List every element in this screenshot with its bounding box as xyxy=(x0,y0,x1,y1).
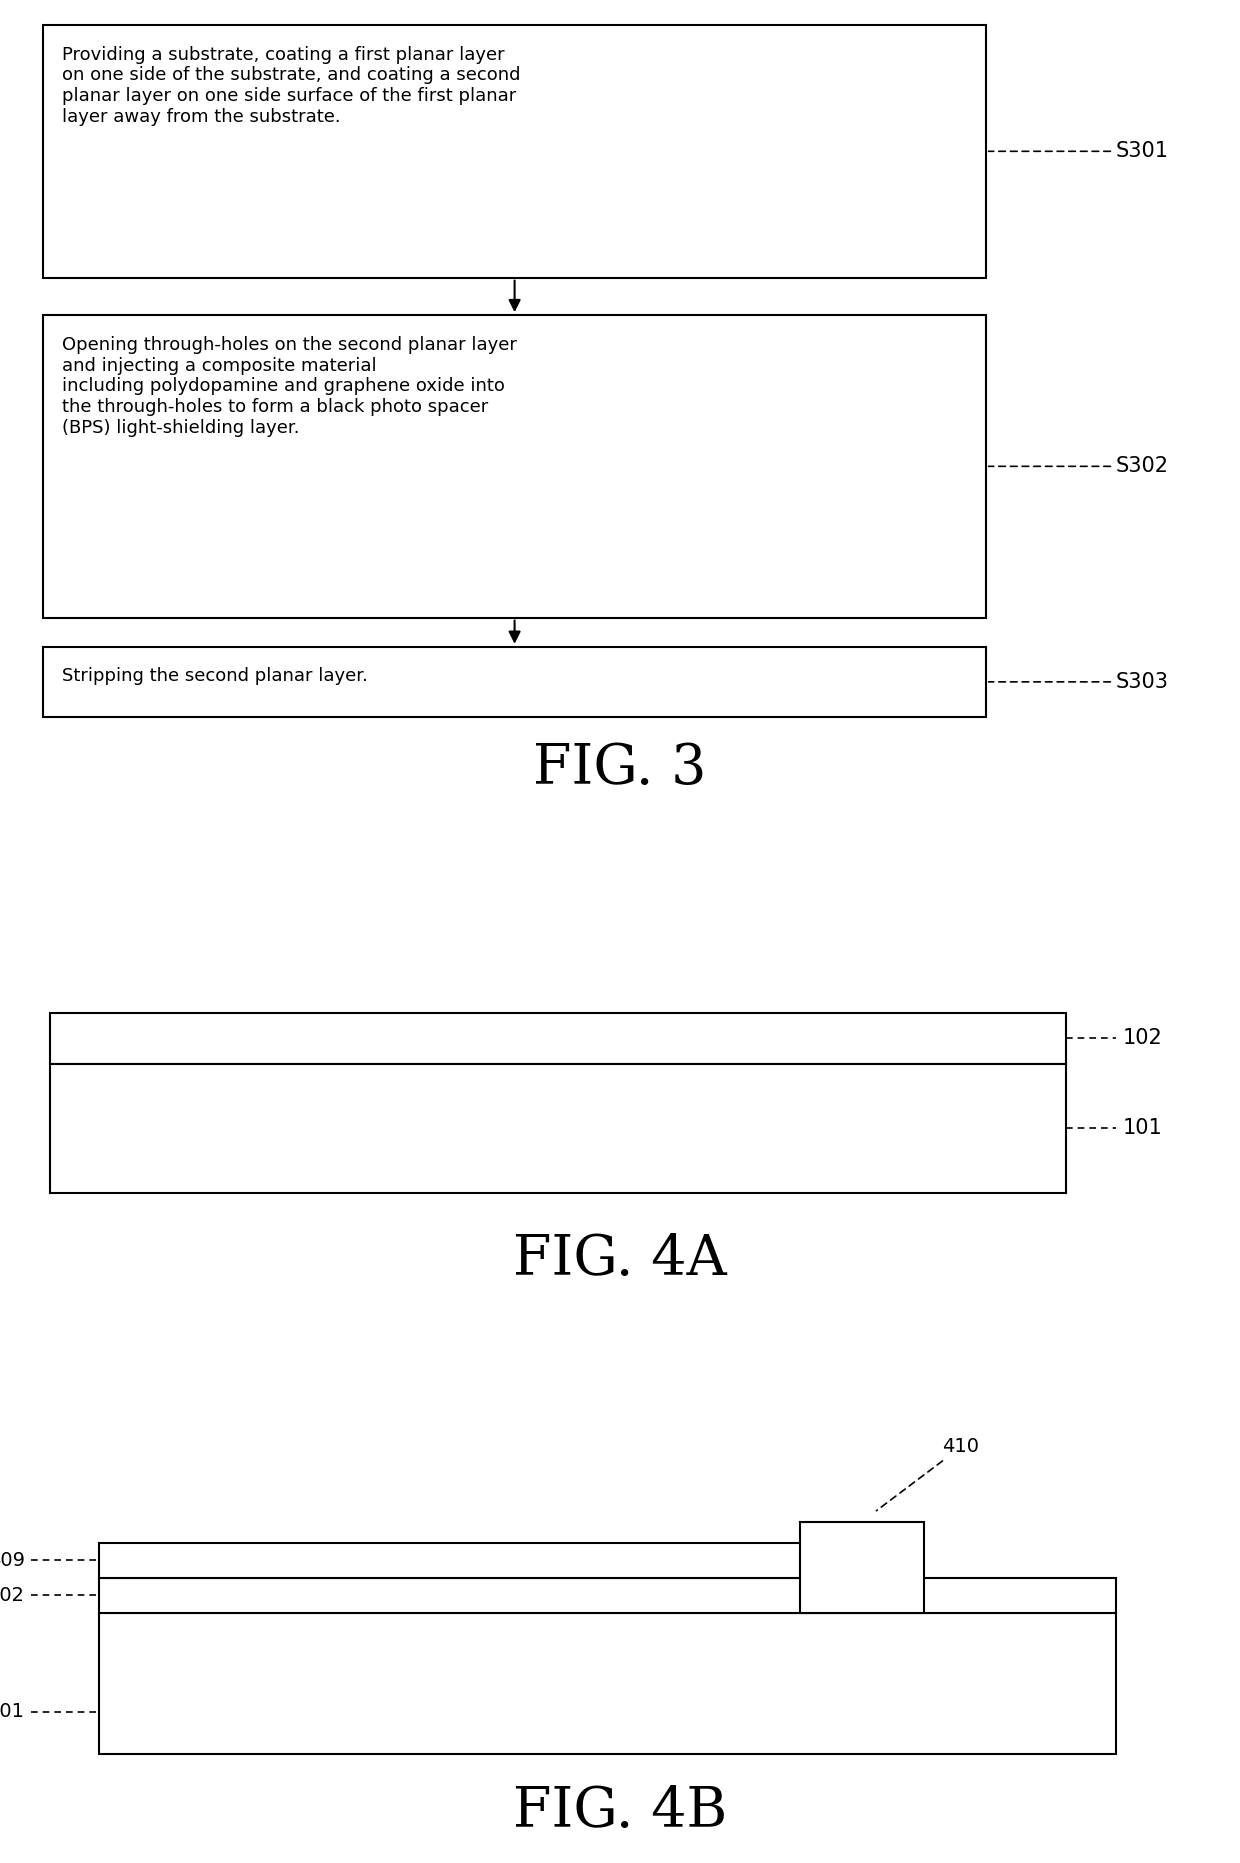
Bar xyxy=(43,24,986,278)
Text: Opening through-holes on the second planar layer
and injecting a composite mater: Opening through-holes on the second plan… xyxy=(62,335,517,438)
Text: 409: 409 xyxy=(0,1550,25,1571)
Text: Providing a substrate, coating a first planar layer
on one side of the substrate: Providing a substrate, coating a first p… xyxy=(62,45,521,127)
Bar xyxy=(99,1613,1116,1753)
Bar xyxy=(50,1013,1066,1064)
Text: 102: 102 xyxy=(1122,1028,1162,1049)
Text: 101: 101 xyxy=(1122,1118,1162,1138)
Text: 410: 410 xyxy=(877,1438,980,1511)
Text: FIG. 4A: FIG. 4A xyxy=(513,1231,727,1287)
Bar xyxy=(50,1064,1066,1192)
Text: Stripping the second planar layer.: Stripping the second planar layer. xyxy=(62,667,368,686)
Bar xyxy=(99,1578,1116,1613)
Text: S303: S303 xyxy=(988,673,1169,691)
Bar xyxy=(99,1543,843,1578)
Text: 101: 101 xyxy=(0,1703,25,1721)
Text: FIG. 4B: FIG. 4B xyxy=(513,1785,727,1839)
Text: S302: S302 xyxy=(988,456,1169,477)
Text: S301: S301 xyxy=(988,142,1169,162)
Text: FIG. 3: FIG. 3 xyxy=(533,741,707,796)
Bar xyxy=(43,315,986,619)
Bar xyxy=(43,646,986,717)
Text: 102: 102 xyxy=(0,1585,25,1604)
Bar xyxy=(800,1522,924,1613)
